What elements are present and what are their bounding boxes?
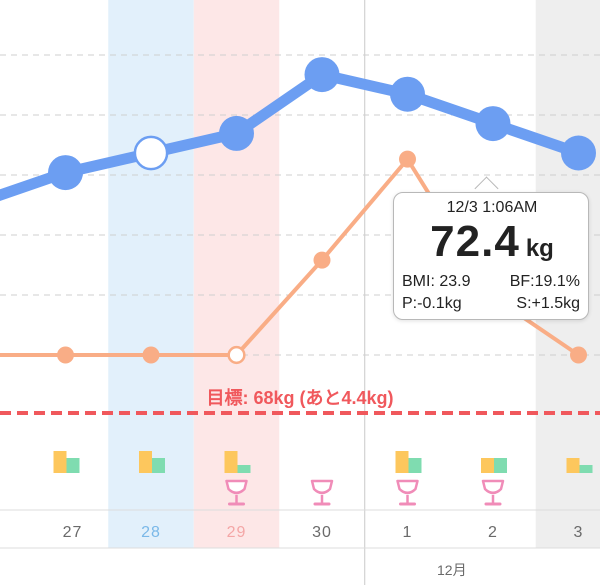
bar-green [494,458,507,473]
bar-yellow [481,458,494,473]
bar-yellow [139,451,152,473]
bodyfat-point [57,346,74,364]
bar-yellow [224,451,238,473]
day-label[interactable]: 30 [312,524,332,541]
bodyfat-point [142,346,160,364]
day-label[interactable]: 28 [141,524,161,541]
bodyfat-point [399,150,416,168]
weight-tooltip[interactable]: 12/3 1:06AM 72.4 kg BMI: 23.9 BF:19.1% P:… [393,192,589,320]
tooltip-weight: 72.4 kg [394,217,590,267]
tooltip-weight-unit: kg [525,235,554,262]
weight-point [475,106,511,142]
tooltip-p-change: P:-0.1kg [402,295,462,312]
bar-green [66,458,80,473]
tooltip-datetime: 12/3 1:06AM [446,199,538,216]
tooltip-bodyfat: BF:19.1% [509,273,580,290]
day-label[interactable]: 29 [226,524,247,541]
bar-green [237,465,251,473]
bar-yellow [53,451,67,473]
weight-point [133,135,169,171]
weight-point [304,57,340,93]
bar-yellow [395,451,409,473]
bodyfat-point [227,345,246,365]
day-label[interactable]: 1 [402,524,413,541]
wine-glass-icon [396,479,419,506]
day-label[interactable]: 2 [488,524,498,541]
weight-point [48,155,83,191]
wine-glass-bowl [310,479,334,495]
bar-green [152,458,165,473]
wine-glass-icon [310,479,334,506]
bar-green [408,458,422,473]
weight-point [561,135,596,171]
weight-point [219,115,254,151]
wine-glass-icon [481,479,505,506]
tooltip-row-2: P:-0.1kg S:+1.5kg [402,295,580,313]
bodyfat-point [313,251,331,269]
tooltip-s-change: S:+1.5kg [516,295,580,312]
day-label[interactable]: 27 [62,524,83,541]
bar-green [579,465,593,473]
tooltip-row-1: BMI: 23.9 BF:19.1% [402,273,580,291]
bodyfat-point [570,346,587,364]
tooltip-bmi: BMI: 23.9 [402,273,471,290]
bar-yellow [566,458,580,473]
weight-point [390,76,425,112]
wine-glass-bowl [225,479,248,495]
month-label: 12月 [437,562,467,578]
day-label[interactable]: 3 [573,524,584,541]
wine-glass-wine [228,488,245,494]
wine-glass-wine [485,488,501,494]
wine-glass-wine [399,488,416,494]
wine-glass-bowl [481,479,505,495]
tooltip-weight-value: 72.4 [430,217,520,266]
wine-glass-icon [225,479,248,506]
wine-glass-bowl [396,479,419,495]
goal-label: 目標: 68kg (あと4.4kg) [206,388,394,408]
wine-glass-wine [314,488,330,494]
